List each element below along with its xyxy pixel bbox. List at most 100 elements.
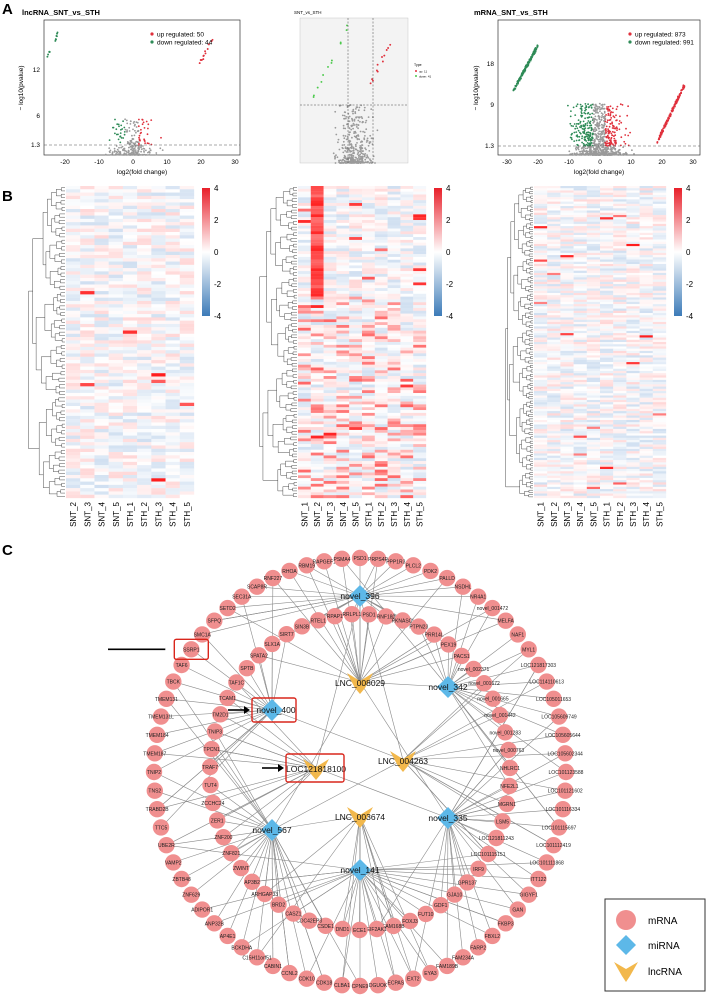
- volcano-legend: up regulated: 873 down regulated: 991: [628, 32, 694, 47]
- heatmap-cell: [179, 435, 195, 440]
- heatmap-cell: [151, 251, 166, 256]
- heatmap-cell: [639, 243, 653, 247]
- heatmap-cell: [639, 239, 653, 242]
- heatmap-cell: [349, 412, 363, 416]
- sample-label: SNT_4: [98, 501, 107, 526]
- heatmap-cell: [573, 324, 587, 327]
- heatmap-cell: [122, 212, 138, 216]
- volcano-title: SNT_vs_STH: [294, 10, 322, 15]
- heatmap-cell: [652, 246, 667, 249]
- heatmap-cell: [400, 333, 414, 337]
- heatmap-cell: [298, 344, 311, 348]
- heatmap-cell: [586, 212, 601, 216]
- heatmap-cell: [600, 219, 614, 222]
- volcano-point: [131, 134, 133, 137]
- heatmap-cell: [362, 208, 375, 212]
- volcano-point: [593, 144, 596, 147]
- heatmap-cell: [310, 367, 324, 371]
- heatmap-cell: [534, 212, 548, 216]
- heatmap-cell: [122, 406, 138, 410]
- heatmap-cell: [66, 261, 81, 265]
- heatmap-cell: [349, 282, 363, 286]
- volcano-point: [585, 131, 588, 134]
- heatmap-cell: [400, 435, 414, 439]
- volcano-point: [142, 147, 145, 150]
- y-tick: 12: [33, 67, 41, 74]
- heatmap-cell: [122, 461, 138, 466]
- heatmap-cell: [652, 413, 667, 416]
- volcano-point: [613, 135, 615, 138]
- volcano-point: [119, 151, 122, 153]
- heatmap-cell: [534, 272, 548, 276]
- heatmap-cell: [573, 223, 587, 227]
- heatmap-cell: [534, 288, 548, 291]
- heatmap-cell: [613, 346, 627, 349]
- heatmap-cell: [547, 364, 561, 367]
- volcano-point: [591, 112, 594, 115]
- heatmap-cell: [534, 241, 548, 245]
- volcano-point: [678, 93, 681, 96]
- heatmap-cell: [179, 478, 195, 482]
- heatmap-cell: [298, 262, 311, 266]
- heatmap-cell: [639, 270, 653, 274]
- volcano-point: [607, 110, 609, 112]
- heatmap-cell: [165, 284, 180, 288]
- heatmap-cell: [122, 442, 138, 446]
- legend-up: up regulated: 50: [157, 32, 204, 39]
- heatmap-cell: [310, 344, 324, 348]
- heatmap-cell: [137, 458, 152, 463]
- volcano-point: [135, 126, 138, 128]
- volcano-point: [352, 112, 354, 115]
- heatmap-cell: [108, 231, 124, 236]
- heatmap-cell: [80, 350, 95, 354]
- volcano-point: [356, 149, 359, 152]
- heatmap-cell: [66, 222, 81, 226]
- heatmap-cell: [94, 350, 109, 354]
- heatmap-cell: [80, 333, 95, 338]
- heatmap-cell: [600, 250, 614, 254]
- volcano-point: [611, 130, 614, 133]
- heatmap-cell: [600, 342, 614, 345]
- heatmap-cell: [387, 418, 401, 422]
- heatmap-cell: [323, 203, 337, 207]
- heatmap-cell: [122, 307, 138, 311]
- heatmap-cell: [652, 422, 667, 425]
- volcano-point: [582, 142, 585, 145]
- heatmap-cell: [652, 415, 667, 418]
- volcano-point: [358, 106, 361, 109]
- heatmap-cell: [310, 254, 324, 258]
- heatmap-cell: [374, 489, 388, 493]
- heatmap-cell: [179, 327, 195, 331]
- heatmap-cell: [179, 277, 195, 282]
- heatmap-cell: [600, 326, 614, 329]
- heatmap-cell: [298, 492, 311, 496]
- heatmap-cell: [336, 361, 350, 365]
- heatmap-cell: [323, 313, 337, 317]
- volcano-point: [139, 139, 141, 142]
- heatmap-cell: [362, 466, 375, 470]
- heatmap-cell: [94, 356, 109, 361]
- heatmap-cell: [374, 444, 388, 448]
- heatmap-cell: [387, 347, 401, 351]
- heatmap-cell: [137, 202, 152, 206]
- volcano-point: [371, 78, 374, 81]
- heatmap-cell: [323, 455, 337, 459]
- heatmap-cell: [547, 408, 561, 412]
- volcano-point: [349, 151, 351, 153]
- volcano-point: [364, 135, 366, 137]
- heatmap-cell: [137, 186, 152, 190]
- heatmap-cell: [165, 258, 180, 262]
- volcano-point: [351, 117, 353, 120]
- heatmap-cell: [349, 276, 363, 280]
- heatmap-cell: [560, 353, 574, 356]
- heatmap-cell: [310, 302, 324, 306]
- heatmap-cell: [108, 412, 124, 417]
- volcano-point: [337, 141, 339, 144]
- heatmap-cell: [400, 480, 414, 484]
- heatmap-cell: [547, 395, 561, 398]
- heatmap-cell: [387, 282, 401, 286]
- volcano-point: [129, 154, 131, 156]
- heatmap-cell: [179, 212, 195, 216]
- heatmap-cell: [122, 419, 138, 423]
- heatmap-cell: [573, 201, 587, 204]
